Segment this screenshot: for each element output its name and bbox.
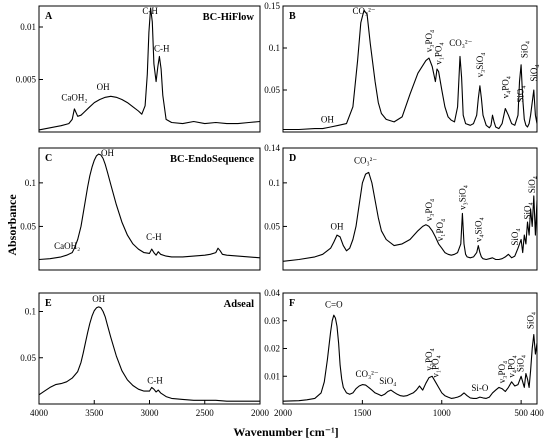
y-tick-label: 0.005 (16, 75, 37, 85)
panel-letter: F (289, 298, 295, 309)
x-tick-label: 2500 (196, 408, 215, 418)
panel-c: 0.05 0.1 C BC-EndoSequence OH C-H CaOH₂ (20, 147, 261, 271)
peak-label: C=O (325, 300, 343, 310)
peak-label: SiO₄ (523, 202, 533, 219)
peak-label: v₄PO₄ (500, 76, 510, 98)
panel-title: Adseal (224, 299, 254, 310)
y-tick-label: 0.05 (264, 85, 280, 95)
spectrum-line (38, 306, 260, 402)
y-tick-label: 0.03 (264, 316, 280, 326)
y-tick-label: 0.1 (25, 307, 36, 317)
x-tick-label: 3000 (141, 408, 160, 418)
peak-label: CaOH₂ (54, 241, 80, 251)
peak-label: CaOH₂ (61, 93, 87, 103)
panel-letter: B (289, 11, 296, 22)
peak-label: v₃PO₄ (424, 199, 434, 221)
peak-label: v₃PO₄ (424, 348, 434, 370)
peak-label: SiO₄ (527, 176, 537, 193)
x-axis-title: Wavenumber [cm⁻¹] (233, 425, 338, 439)
peak-label: SiO₄ (515, 85, 525, 102)
peak-label: v₄SiO₄ (473, 217, 483, 242)
y-tick-label: 0.14 (264, 143, 280, 153)
y-tick-label: 0.02 (264, 344, 280, 354)
peak-label: v₄PO₄ (507, 355, 517, 377)
peak-label: OH (331, 222, 344, 232)
panel-frame (282, 5, 538, 133)
peak-label: OH (101, 148, 114, 158)
y-tick-label: 0.1 (269, 43, 280, 53)
x-tick-label: 3500 (85, 408, 104, 418)
spectrum-line (283, 9, 538, 131)
peak-label: v₃PO₄ (497, 361, 507, 383)
x-tick-label: 500 (514, 408, 528, 418)
spectrum-line (38, 7, 261, 131)
x-tick-label: 2000 (251, 408, 270, 418)
peak-label: CO₃²⁻ (449, 38, 472, 48)
peak-label: SiO₄ (529, 64, 539, 81)
peak-label: SiO₄ (510, 228, 520, 245)
y-tick-label: 0.01 (264, 371, 280, 381)
peak-label: OH (92, 294, 105, 304)
panel-e: 0.05 0.1 4000 3500 3000 2500 2000 E Adseal OH C-H (20, 292, 270, 418)
panel-a: 0.005 0.01 A BC-HiFlow CaOH₂ OH C-H C-H (16, 5, 261, 133)
peak-label: v₁PO₄ (430, 355, 440, 377)
y-tick-label: 0.05 (20, 353, 36, 363)
spectrum-line (38, 153, 261, 261)
peak-label: C-H (142, 6, 158, 16)
y-tick-label: 0.05 (20, 221, 36, 231)
x-tick-label: 400 (530, 408, 544, 418)
y-axis-title: Absorbance (5, 194, 19, 256)
peak-label: Si-O (471, 383, 489, 393)
y-tick-label: 0.15 (264, 1, 280, 11)
y-tick-label: 0.04 (264, 288, 280, 298)
panel-letter: C (45, 153, 52, 164)
peak-label: OH (97, 82, 110, 92)
peak-label: v₃SiO₄ (475, 53, 485, 78)
peak-label: v₁PO₄ (434, 43, 444, 65)
peak-label: CO₃²⁻ (352, 6, 375, 16)
peak-label: SiO₄ (515, 355, 525, 372)
peak-label: SiO₄ (526, 312, 536, 329)
peak-label: CO₃²⁻ (354, 155, 377, 165)
panel-frame (38, 147, 261, 271)
panel-frame (38, 5, 261, 133)
spectrum-line (282, 171, 538, 262)
x-tick-label: 1500 (353, 408, 372, 418)
y-tick-label: 0.1 (25, 178, 36, 188)
y-tick-label: 0.05 (264, 221, 280, 231)
x-tick-label: 1000 (433, 408, 452, 418)
panel-letter: D (289, 153, 296, 164)
peak-label: v₃PO₄ (424, 30, 434, 52)
peak-label: SiO₄ (519, 41, 529, 58)
x-tick-label: 2000 (274, 408, 293, 418)
x-tick-label: 4000 (30, 408, 49, 418)
panel-letter: E (45, 298, 52, 309)
panel-title: BC-HiFlow (203, 12, 255, 23)
panel-frame (282, 147, 538, 271)
peak-label: CO₃²⁻ (356, 369, 379, 379)
y-tick-label: 0.1 (269, 178, 280, 188)
panel-f: 0.01 0.02 0.03 0.04 2000 1500 1000 500 400 F C=O CO… (264, 288, 544, 418)
panel-title: BC-EndoSequence (170, 154, 254, 165)
spectrum-line (282, 314, 538, 402)
y-tick-label: 0.01 (20, 22, 36, 32)
peak-label: C-H (154, 43, 170, 53)
peak-label: SiO₄ (379, 376, 396, 386)
peak-label: v₃SiO₄ (457, 185, 467, 210)
peak-label: OH (321, 114, 334, 124)
peak-label: C-H (146, 232, 162, 242)
panel-letter: A (45, 11, 53, 22)
peak-label: v₁PO₄ (435, 219, 445, 241)
peak-label: C-H (147, 376, 163, 386)
